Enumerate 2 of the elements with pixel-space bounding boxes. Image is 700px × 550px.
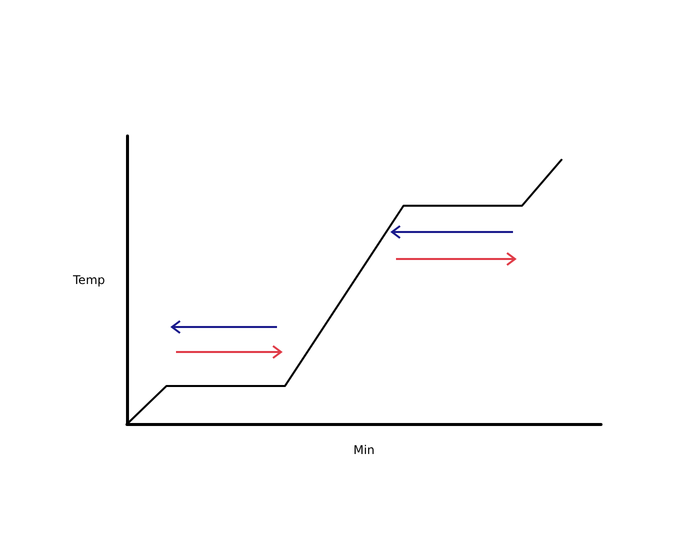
x-axis-title: Min: [353, 443, 375, 457]
y-axis-title: Temp: [72, 273, 105, 287]
